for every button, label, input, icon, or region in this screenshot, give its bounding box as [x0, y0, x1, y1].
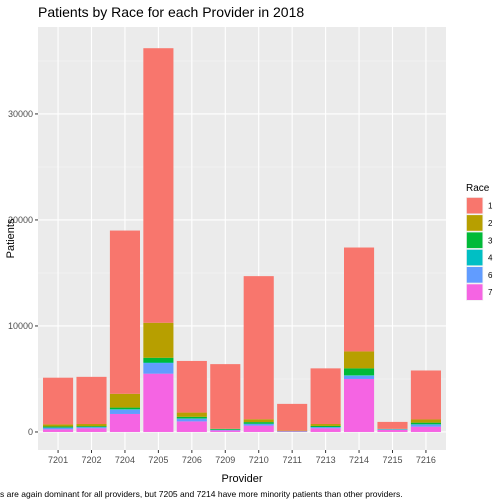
- legend: Race 1 2 3 4 6 7: [466, 183, 493, 301]
- x-tick-label: 7206: [182, 455, 202, 465]
- bar-segment-7209-race-6: [210, 429, 241, 431]
- caption: s are again dominant for all providers, …: [0, 489, 403, 499]
- bar-segment-7206-race-6: [176, 418, 207, 422]
- bar-segment-7206-race-2: [176, 412, 207, 417]
- bar-segment-7210-race-6: [243, 424, 274, 426]
- legend-title: Race: [466, 183, 490, 194]
- bar-segment-7216-race-6: [410, 424, 441, 427]
- bar-segment-7214-race-4: [344, 375, 375, 376]
- bar-segment-7216-race-1: [410, 370, 441, 420]
- bars: [43, 48, 441, 432]
- legend-swatch-race-2: [466, 215, 483, 231]
- bar-segment-7214-race-7: [344, 378, 375, 432]
- bar-segment-7209-race-3: [210, 428, 241, 430]
- bar-segment-7213-race-3: [310, 425, 341, 427]
- bar-segment-7204-race-7: [109, 413, 140, 432]
- bar-segment-7209-race-1: [210, 364, 241, 429]
- bar-segment-7201-race-7: [43, 429, 74, 432]
- x-axis: 7201 7202 7204 7205 7206 7209 7210 7211 7213 7214…: [48, 450, 436, 465]
- legend-label-race-3: 3: [488, 236, 493, 245]
- y-tick-label: 20000: [8, 215, 33, 225]
- bar-segment-7201-race-1: [43, 377, 74, 425]
- bar-segment-7215-race-1: [377, 421, 408, 429]
- bar-segment-7215-race-7: [377, 429, 408, 432]
- x-tick-label: 7201: [48, 455, 68, 465]
- bar-segment-7202-race-2: [76, 424, 107, 427]
- bar-segment-7201-race-6: [43, 427, 74, 430]
- bar-segment-7201-race-3: [43, 426, 74, 428]
- bar-segment-7206-race-1: [176, 360, 207, 413]
- y-axis-title: Patients: [5, 218, 17, 258]
- x-tick-label: 7209: [215, 455, 235, 465]
- x-axis-title: Provider: [222, 473, 263, 485]
- bar-segment-7202-race-3: [76, 426, 107, 427]
- bar-segment-7210-race-1: [243, 276, 274, 420]
- legend-swatch-race-4: [466, 249, 483, 266]
- bar-segment-7211-race-7: [277, 431, 308, 432]
- x-tick-label: 7210: [249, 455, 269, 465]
- y-tick-label: 10000: [8, 321, 33, 331]
- bar-segment-7214-race-6: [344, 375, 375, 379]
- bar-segment-7204-race-6: [109, 409, 140, 414]
- legend-label-race-6: 6: [488, 271, 493, 280]
- bar-segment-7216-race-3: [410, 422, 441, 425]
- bar-segment-7206-race-3: [176, 416, 207, 419]
- y-axis: 0 10000 20000 30000: [8, 109, 38, 437]
- legend-label-race-2: 2: [488, 219, 493, 228]
- bar-segment-7204-race-1: [109, 230, 140, 394]
- legend-label-race-4: 4: [488, 254, 493, 263]
- legend-swatch-race-6: [466, 267, 483, 283]
- bar-segment-7213-race-6: [310, 427, 341, 429]
- bar-segment-7202-race-6: [76, 427, 107, 429]
- bar-segment-7205-race-3: [143, 357, 174, 363]
- chart-title: Patients by Race for each Provider in 20…: [38, 4, 304, 20]
- bar-segment-7211-race-1: [277, 403, 308, 431]
- bar-segment-7210-race-3: [243, 422, 274, 424]
- bar-segment-7205-race-2: [143, 322, 174, 358]
- y-tick-label: 30000: [8, 109, 33, 119]
- x-tick-label: 7205: [148, 455, 168, 465]
- bar-segment-7202-race-1: [76, 376, 107, 425]
- bar-segment-7210-race-2: [243, 419, 274, 423]
- bar-segment-7206-race-7: [176, 421, 207, 432]
- bar-segment-7213-race-2: [310, 424, 341, 426]
- x-tick-label: 7211: [282, 455, 301, 465]
- legend-label-race-7: 7: [488, 288, 493, 297]
- legend-swatch-race-1: [466, 197, 483, 214]
- legend-label-race-1: 1: [488, 202, 493, 211]
- legend-swatch-race-3: [466, 232, 483, 249]
- bar-segment-7214-race-1: [344, 247, 375, 352]
- bar-segment-7215-race-6: [377, 429, 408, 430]
- bar-segment-7205-race-6: [143, 363, 174, 374]
- y-tick-label: 0: [28, 427, 33, 437]
- x-tick-label: 7215: [382, 455, 402, 465]
- bar-segment-7205-race-4: [143, 362, 174, 364]
- x-tick-label: 7214: [349, 455, 369, 465]
- x-tick-label: 7202: [81, 455, 101, 465]
- x-tick-label: 7213: [316, 455, 336, 465]
- bar-segment-7204-race-2: [109, 393, 140, 408]
- bar-segment-7204-race-3: [109, 407, 140, 410]
- bar-segment-7213-race-7: [310, 428, 341, 432]
- bar-segment-7213-race-1: [310, 368, 341, 425]
- bar-segment-7204-race-4: [109, 409, 140, 410]
- bar-segment-7214-race-3: [344, 368, 375, 376]
- bar-segment-7210-race-7: [243, 425, 274, 432]
- bar-segment-7216-race-2: [410, 419, 441, 423]
- bar-segment-7216-race-7: [410, 426, 441, 432]
- x-tick-label: 7216: [416, 455, 436, 465]
- x-tick-label: 7204: [115, 455, 135, 465]
- bar-segment-7202-race-7: [76, 428, 107, 432]
- bar-segment-7201-race-2: [43, 424, 74, 427]
- bar-segment-7205-race-1: [143, 48, 174, 323]
- bar-segment-7214-race-2: [344, 351, 375, 369]
- bar-segment-7205-race-7: [143, 373, 174, 432]
- legend-swatch-race-7: [466, 284, 483, 300]
- bar-segment-7209-race-7: [210, 430, 241, 432]
